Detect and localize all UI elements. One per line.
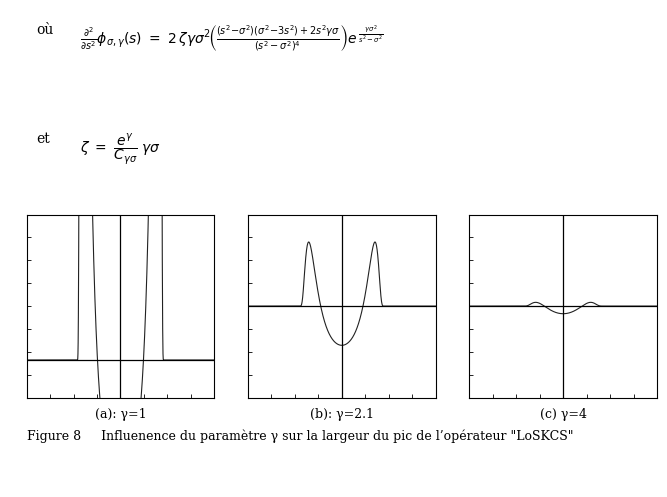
Text: $\frac{\partial^2}{\partial s^2}\phi_{\sigma,\gamma}(s)\ =\ 2\,\zeta\gamma\sigma: $\frac{\partial^2}{\partial s^2}\phi_{\s… [80, 23, 384, 54]
Text: $\zeta\ =\ \dfrac{e^\gamma}{C_{\gamma\sigma}}\;\gamma\sigma$: $\zeta\ =\ \dfrac{e^\gamma}{C_{\gamma\si… [80, 132, 161, 167]
X-axis label: (b): γ=2.1: (b): γ=2.1 [310, 408, 374, 421]
Text: où: où [36, 23, 53, 37]
Text: Figure 8     Influenence du paramètre γ sur la largeur du pic de l’opérateur "Lo: Figure 8 Influenence du paramètre γ sur … [27, 430, 573, 443]
X-axis label: (a): γ=1: (a): γ=1 [95, 408, 146, 421]
X-axis label: (c) γ=4: (c) γ=4 [540, 408, 587, 421]
Text: et: et [36, 132, 50, 146]
